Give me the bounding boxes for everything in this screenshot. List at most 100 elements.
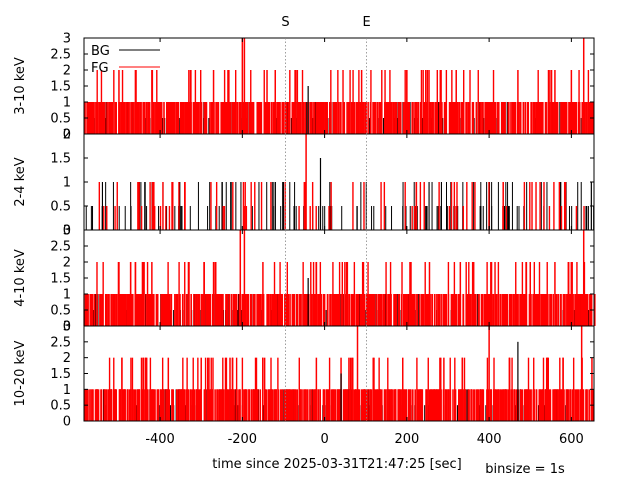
fg-bar bbox=[259, 389, 261, 421]
fg-bar bbox=[450, 102, 453, 134]
fg-bar bbox=[340, 294, 343, 326]
fg-bar bbox=[335, 294, 338, 326]
fg-bar bbox=[113, 294, 116, 326]
fg-bar bbox=[244, 294, 247, 326]
fg-bar bbox=[393, 294, 396, 326]
fg-bar bbox=[558, 389, 561, 421]
fg-bar bbox=[96, 294, 98, 326]
fg-bar bbox=[185, 102, 188, 134]
fg-bar bbox=[116, 294, 118, 326]
y-tick-label: 0 bbox=[63, 128, 71, 143]
fg-bar bbox=[384, 102, 386, 134]
fg-bar bbox=[397, 389, 399, 421]
fg-bar bbox=[420, 294, 423, 326]
fg-bar bbox=[392, 389, 394, 421]
fg-bar bbox=[235, 294, 238, 326]
fg-bar bbox=[105, 389, 108, 421]
fg-bar bbox=[386, 102, 389, 134]
fg-bar bbox=[565, 389, 568, 421]
fg-bar bbox=[470, 389, 473, 421]
fg-bar bbox=[256, 102, 259, 134]
fg-bar bbox=[330, 102, 332, 134]
fg-bar bbox=[266, 294, 269, 326]
fg-bar bbox=[310, 389, 313, 421]
fg-bar bbox=[147, 294, 149, 326]
fg-bar bbox=[344, 294, 347, 326]
fg-bar bbox=[472, 294, 475, 326]
fg-bar bbox=[366, 294, 369, 326]
fg-bar bbox=[531, 102, 533, 134]
fg-bar bbox=[183, 389, 185, 421]
fg-bar bbox=[433, 294, 436, 326]
fg-bar bbox=[267, 389, 270, 421]
fg-bar bbox=[351, 389, 354, 421]
fg-bar bbox=[163, 389, 165, 421]
fg-bar bbox=[97, 389, 100, 421]
fg-bar bbox=[123, 294, 126, 326]
fg-bar bbox=[544, 294, 546, 326]
fg-bar bbox=[502, 102, 505, 134]
fg-bar bbox=[529, 389, 532, 421]
fg-bar bbox=[537, 102, 539, 134]
fg-bar bbox=[417, 102, 420, 134]
fg-bar bbox=[482, 102, 484, 134]
fg-bar bbox=[304, 294, 307, 326]
fg-bar bbox=[284, 294, 286, 326]
fg-bar bbox=[494, 389, 497, 421]
fg-bar bbox=[508, 294, 511, 326]
fg-bar bbox=[512, 294, 515, 326]
fg-bar bbox=[414, 389, 417, 421]
fg-bar bbox=[439, 102, 442, 134]
fg-bar bbox=[567, 389, 569, 421]
fg-bar bbox=[455, 294, 458, 326]
fg-bar bbox=[331, 389, 334, 421]
fg-bar bbox=[509, 294, 512, 326]
fg-bar bbox=[389, 389, 391, 421]
fg-bar bbox=[525, 294, 528, 326]
fg-bar bbox=[96, 389, 98, 421]
fg-bar bbox=[358, 102, 360, 134]
fg-bar bbox=[296, 389, 299, 421]
fg-bar bbox=[332, 294, 335, 326]
fg-bar bbox=[519, 102, 522, 134]
x-tick-label: -200 bbox=[228, 432, 258, 447]
fg-bar bbox=[399, 102, 402, 134]
fg-bar bbox=[147, 389, 149, 421]
fg-bar bbox=[162, 389, 164, 421]
fg-bar bbox=[537, 294, 540, 326]
fg-bar bbox=[100, 389, 102, 421]
marker-label: E bbox=[362, 15, 370, 30]
fg-bar bbox=[493, 102, 496, 134]
y-tick-label: 1 bbox=[63, 96, 71, 111]
fg-bar bbox=[441, 294, 443, 326]
fg-bar bbox=[270, 102, 273, 134]
fg-bar bbox=[473, 389, 476, 421]
fg-bar bbox=[219, 294, 222, 326]
fg-bar bbox=[370, 389, 373, 421]
fg-bar bbox=[104, 102, 106, 134]
fg-bar bbox=[328, 102, 331, 134]
fg-bar bbox=[298, 294, 301, 326]
fg-bar bbox=[533, 102, 536, 134]
fg-bar bbox=[379, 102, 381, 134]
fg-bar bbox=[187, 389, 190, 421]
fg-bar bbox=[402, 102, 405, 134]
fg-bar bbox=[196, 102, 199, 134]
fg-bar bbox=[92, 389, 94, 421]
fg-bar bbox=[363, 102, 365, 134]
fg-bar bbox=[218, 294, 221, 326]
fg-bar bbox=[278, 102, 281, 134]
fg-bar bbox=[106, 102, 108, 134]
fg-bar bbox=[277, 102, 280, 134]
fg-bar bbox=[229, 102, 232, 134]
fg-bar bbox=[348, 294, 351, 326]
fg-bar bbox=[108, 294, 110, 326]
fg-bar bbox=[245, 102, 247, 134]
fg-bar bbox=[399, 389, 402, 421]
fg-bar bbox=[556, 102, 559, 134]
fg-bar bbox=[337, 294, 340, 326]
panel-ylabel: 10-20 keV bbox=[13, 340, 28, 406]
fg-bar bbox=[153, 389, 155, 421]
fg-bar bbox=[290, 389, 293, 421]
